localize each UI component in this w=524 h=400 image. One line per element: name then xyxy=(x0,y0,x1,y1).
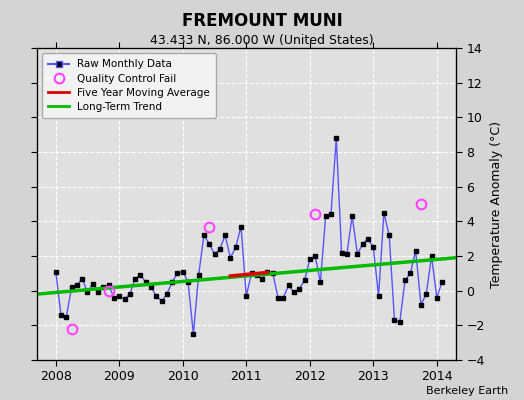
Text: Berkeley Earth: Berkeley Earth xyxy=(426,386,508,396)
Legend: Raw Monthly Data, Quality Control Fail, Five Year Moving Average, Long-Term Tren: Raw Monthly Data, Quality Control Fail, … xyxy=(42,53,216,118)
Text: 43.433 N, 86.000 W (United States): 43.433 N, 86.000 W (United States) xyxy=(150,34,374,47)
Text: FREMOUNT MUNI: FREMOUNT MUNI xyxy=(182,12,342,30)
Y-axis label: Temperature Anomaly (°C): Temperature Anomaly (°C) xyxy=(490,120,503,288)
